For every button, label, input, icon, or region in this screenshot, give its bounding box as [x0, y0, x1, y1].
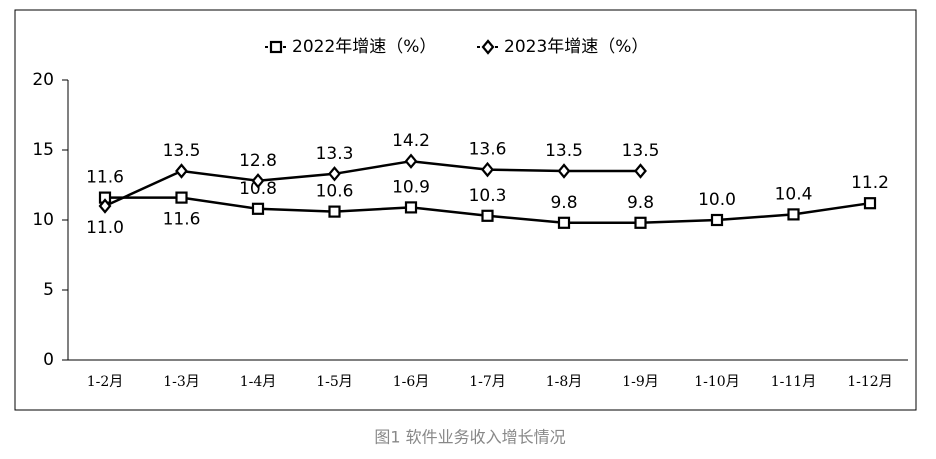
y-tick-label: 15 — [32, 140, 54, 160]
marker — [175, 191, 188, 204]
data-label: 11.2 — [851, 173, 889, 193]
data-label: 11.0 — [86, 218, 124, 238]
marker — [863, 197, 877, 210]
x-tick-label: 1-2月 — [87, 374, 124, 390]
data-label: 10.0 — [698, 190, 736, 210]
data-label: 13.5 — [163, 141, 201, 161]
marker — [557, 216, 571, 229]
data-label: 13.5 — [545, 141, 583, 161]
data-label: 10.8 — [239, 179, 277, 199]
marker — [481, 39, 495, 55]
marker — [634, 163, 647, 179]
legend-label: 2023年增速（%） — [504, 37, 648, 57]
x-tick-label: 1-9月 — [622, 374, 659, 390]
marker — [328, 166, 341, 182]
data-label: 10.3 — [469, 186, 507, 206]
y-tick-label: 5 — [43, 280, 54, 300]
x-tick-label: 1-10月 — [694, 374, 739, 390]
data-label: 12.8 — [239, 151, 277, 171]
marker — [634, 216, 647, 229]
x-tick-label: 1-3月 — [163, 374, 200, 390]
marker — [481, 209, 494, 222]
data-label: 10.6 — [316, 182, 354, 202]
x-tick-label: 1-4月 — [240, 374, 277, 390]
marker — [787, 208, 800, 221]
marker — [269, 40, 283, 54]
marker — [481, 161, 494, 178]
x-tick-label: 1-7月 — [469, 374, 506, 390]
x-tick-label: 1-5月 — [316, 374, 353, 390]
marker — [557, 163, 571, 179]
data-label: 13.5 — [622, 141, 660, 161]
y-tick-label: 20 — [32, 70, 54, 90]
frame — [14, 9, 917, 411]
marker — [98, 198, 112, 214]
marker — [175, 163, 188, 179]
y-tick-label: 10 — [32, 210, 54, 230]
marker — [328, 205, 341, 218]
marker — [710, 213, 724, 227]
y-tick-label: 0 — [43, 350, 54, 370]
data-label: 9.8 — [550, 193, 577, 213]
x-tick-label: 1-12月 — [847, 374, 892, 390]
data-label: 11.6 — [163, 210, 201, 230]
marker — [251, 173, 265, 189]
caption: 图1 软件业务收入增长情况 — [374, 428, 565, 447]
data-label: 13.3 — [316, 144, 354, 164]
series-line — [104, 159, 641, 208]
x-tick-label: 1-6月 — [393, 374, 430, 390]
data-label: 10.4 — [775, 184, 813, 204]
data-label: 9.8 — [627, 193, 654, 213]
marker — [404, 153, 418, 169]
marker — [404, 201, 418, 214]
legend-label: 2022年增速（%） — [292, 37, 436, 57]
data-label: 14.2 — [392, 131, 430, 151]
data-label: 11.6 — [86, 168, 124, 188]
data-label: 10.9 — [392, 177, 430, 197]
x-tick-label: 1-8月 — [546, 374, 583, 390]
x-tick-label: 1-11月 — [771, 374, 816, 390]
marker — [251, 202, 265, 215]
data-label: 13.6 — [469, 140, 507, 160]
